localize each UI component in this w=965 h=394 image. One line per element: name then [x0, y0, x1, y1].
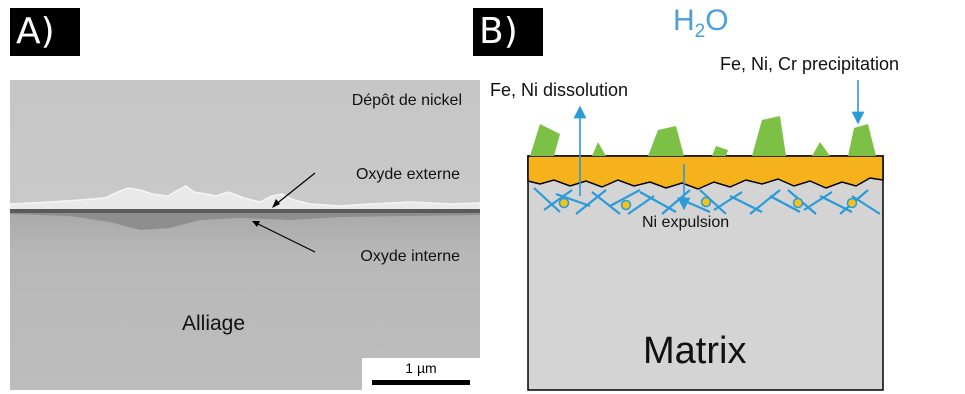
precipitate-crystal [592, 142, 606, 156]
water-label: H2O [673, 4, 729, 42]
precipitate-crystal [848, 124, 876, 156]
precipitate-crystal [530, 124, 560, 156]
external-oxide-band [10, 185, 480, 211]
external-oxide-arrow [274, 172, 316, 206]
external-oxide-label: Oxyde externe [355, 166, 460, 183]
internal-oxide-zone [10, 213, 480, 230]
precipitate-crystal [752, 116, 786, 156]
precipitation-label: Fe, Ni, Cr precipitation [720, 54, 900, 74]
dissolution-label: Fe, Ni dissolution [490, 80, 629, 100]
sem-micrograph: Dépôt de nickel Oxyde externe Oxyde inte… [10, 80, 480, 390]
matrix-label: Matrix [643, 330, 747, 372]
panel-a-label: A) [10, 8, 80, 56]
panel-b-label: B) [473, 8, 543, 56]
precipitate-crystal [812, 142, 830, 156]
deposit-label: Dépôt de nickel [351, 92, 462, 109]
internal-oxide-arrow [255, 222, 316, 253]
oxide-layer [527, 155, 884, 190]
scale-bar-box: 1 µm [362, 358, 480, 390]
internal-oxide-arrowhead [252, 221, 260, 227]
scale-bar-label: 1 µm [405, 360, 437, 376]
precipitate-crystal [648, 126, 684, 156]
nodules [558, 196, 858, 211]
schematic-drawing [527, 80, 884, 391]
alloy-label: Alliage [182, 312, 246, 335]
expulsion-label: Ni expulsion [642, 214, 730, 231]
scale-bar [372, 380, 470, 385]
external-oxide-arrowhead [272, 199, 280, 208]
internal-oxide-label: Oxyde interne [360, 248, 460, 265]
oxide-layers [10, 172, 480, 253]
corrosion-schematic: H2O Fe, Ni dissolution Fe, Ni, Cr precip… [480, 0, 965, 394]
precipitate-crystal [712, 146, 728, 156]
